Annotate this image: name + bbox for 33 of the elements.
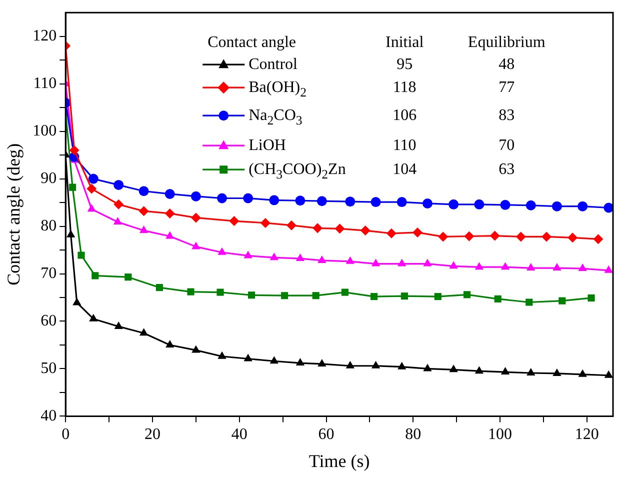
annotation: 106	[392, 106, 417, 124]
annotation: 48	[498, 56, 515, 73]
y-tick-label: 110	[33, 75, 57, 92]
y-tick-label: 70	[40, 264, 57, 282]
x-tick-label: 0	[62, 426, 70, 444]
x-tick-label: 80	[405, 426, 422, 444]
legend-label: Control	[248, 56, 298, 73]
y-axis-title: Contact angle (deg)	[4, 143, 24, 286]
y-tick-label: 60	[40, 312, 57, 330]
annotation: 118	[392, 78, 416, 96]
x-tick-label: 20	[144, 426, 160, 444]
y-tick-label: 100	[32, 122, 57, 140]
x-tick-label: 100	[488, 426, 512, 444]
annotation: 110	[392, 136, 416, 154]
annotation: 104	[392, 160, 417, 178]
x-tick-label: 40	[231, 426, 248, 444]
annotation: Initial	[385, 34, 424, 51]
annotation: 77	[498, 78, 515, 96]
x-tick-label: 60	[318, 426, 334, 444]
y-tick-label: 50	[40, 360, 57, 377]
y-tick-label: 80	[40, 217, 57, 234]
annotation: Equilibrium	[468, 34, 546, 51]
annotation: 83	[498, 106, 515, 124]
annotation: 63	[498, 160, 515, 178]
x-tick-label: 120	[574, 426, 599, 444]
annotation: 95	[396, 56, 413, 73]
y-tick-label: 90	[40, 170, 57, 187]
legend-title: Contact angle	[208, 34, 296, 51]
y-tick-label: 120	[32, 28, 57, 45]
annotation: 70	[498, 136, 515, 154]
legend-label: LiOH	[248, 136, 286, 154]
y-tick-label: 40	[40, 407, 57, 424]
x-axis-title: Time (s)	[308, 450, 370, 471]
